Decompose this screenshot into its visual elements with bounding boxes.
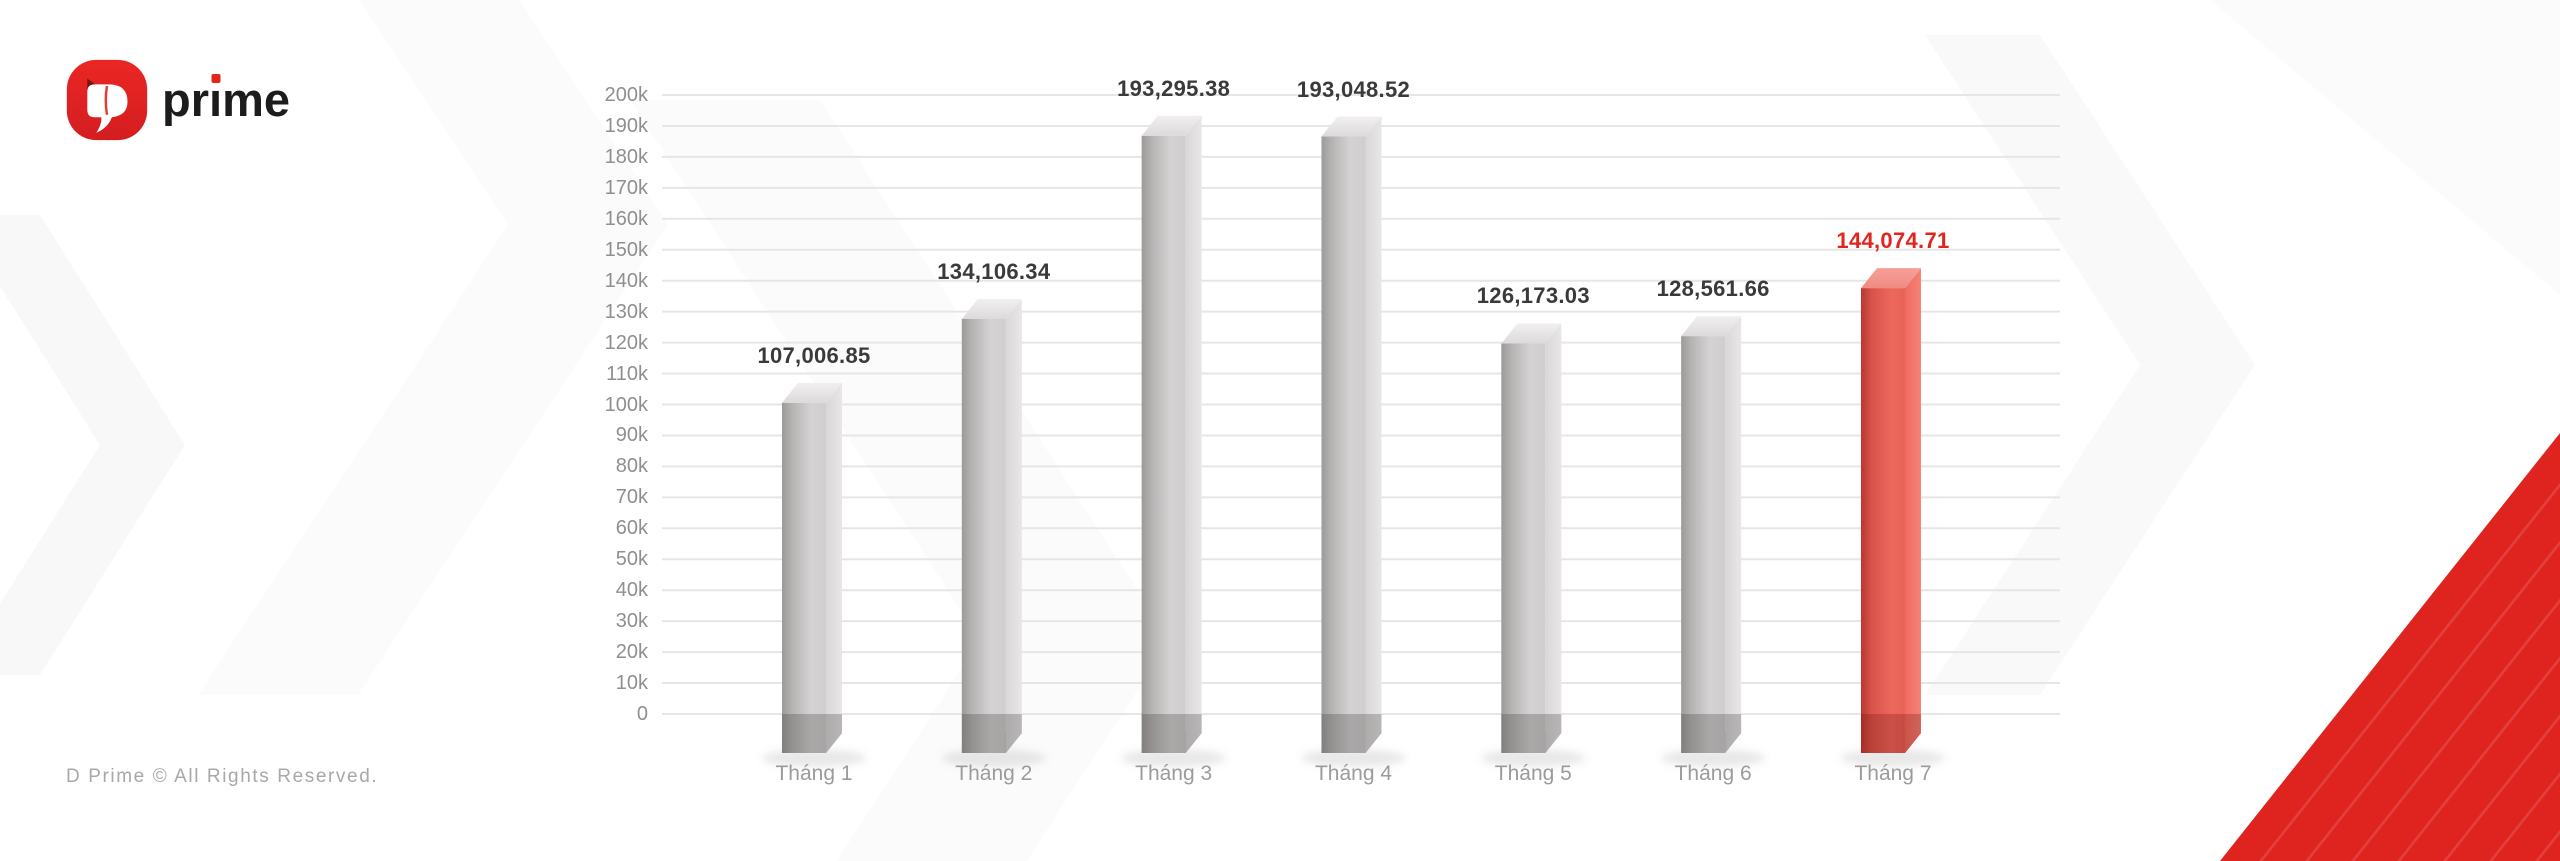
y-axis-tick-label: 180k bbox=[604, 145, 648, 168]
bar-value-label: 134,106.34 bbox=[937, 258, 1051, 284]
y-axis-tick-label: 140k bbox=[604, 269, 648, 292]
bar-Tháng 6 bbox=[1661, 316, 1766, 767]
y-axis-tick-label: 60k bbox=[615, 517, 648, 540]
y-axis-tick-label: 30k bbox=[615, 610, 648, 633]
x-axis-category-label: Tháng 2 bbox=[955, 762, 1033, 785]
y-axis-tick-label: 0 bbox=[636, 703, 648, 725]
bar-Tháng 7 bbox=[1840, 268, 1945, 767]
x-axis-category-label: Tháng 5 bbox=[1494, 762, 1572, 785]
bar-value-label: 193,048.52 bbox=[1296, 76, 1411, 102]
corner-red-triangle bbox=[2220, 433, 2560, 861]
y-axis-tick-label: 80k bbox=[615, 455, 648, 478]
logo-i-dot bbox=[211, 74, 221, 83]
brand-logo-text: prı me bbox=[162, 73, 290, 126]
y-axis-tick-label: 90k bbox=[615, 424, 648, 447]
bar-series bbox=[762, 115, 1945, 767]
y-axis-tick-label: 70k bbox=[615, 486, 648, 509]
x-axis-category-label: Tháng 3 bbox=[1135, 762, 1213, 785]
y-axis-tick-label: 100k bbox=[604, 393, 648, 416]
y-axis-tick-label: 170k bbox=[604, 176, 648, 199]
bar-value-label: 107,006.85 bbox=[757, 342, 871, 368]
bar-value-label: 144,074.71 bbox=[1836, 228, 1950, 254]
y-axis-tick-label: 150k bbox=[604, 238, 648, 261]
dprime-logo-icon bbox=[66, 59, 148, 141]
x-axis-category-label: Tháng 7 bbox=[1854, 762, 1932, 785]
brand-logo: prı me bbox=[66, 58, 290, 142]
x-axis-category-label: Tháng 6 bbox=[1674, 762, 1752, 785]
y-axis-tick-label: 120k bbox=[604, 331, 648, 354]
y-axis-tick-label: 50k bbox=[615, 548, 648, 571]
y-axis-tick-label: 190k bbox=[604, 114, 648, 137]
copyright-text: D Prime © All Rights Reserved. bbox=[66, 766, 379, 787]
y-axis-tick-label: 110k bbox=[606, 362, 648, 385]
y-axis-tick-label: 40k bbox=[615, 579, 648, 602]
x-axis-category-label: Tháng 1 bbox=[775, 762, 853, 785]
y-axis-tick-label: 160k bbox=[604, 207, 648, 230]
bar-value-label: 126,173.03 bbox=[1476, 283, 1590, 309]
y-axis-tick-label: 130k bbox=[604, 300, 648, 323]
y-axis-tick-label: 20k bbox=[615, 641, 648, 664]
bar-Tháng 1 bbox=[762, 382, 866, 767]
y-axis-tick-label: 10k bbox=[615, 672, 648, 695]
bar-value-label: 128,561.66 bbox=[1656, 276, 1770, 302]
x-axis-category-label: Tháng 4 bbox=[1314, 762, 1393, 785]
bar-value-label: 193,295.38 bbox=[1117, 75, 1231, 101]
y-axis-tick-label: 200k bbox=[604, 84, 648, 106]
bar-Tháng 5 bbox=[1481, 323, 1586, 767]
bar-Tháng 4 bbox=[1301, 116, 1406, 767]
bar-Tháng 2 bbox=[941, 298, 1046, 767]
bar-Tháng 3 bbox=[1121, 115, 1226, 767]
